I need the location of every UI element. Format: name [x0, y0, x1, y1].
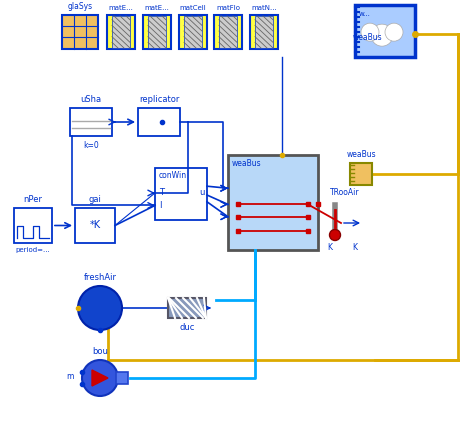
Text: u: u [199, 188, 204, 197]
FancyBboxPatch shape [255, 16, 273, 48]
FancyBboxPatch shape [14, 208, 52, 243]
Text: freshAir: freshAir [84, 273, 116, 282]
FancyBboxPatch shape [148, 16, 166, 48]
Text: *K: *K [90, 220, 101, 231]
Text: matE...: matE... [109, 5, 134, 11]
FancyBboxPatch shape [214, 15, 242, 49]
Text: w...: w... [359, 11, 371, 17]
Circle shape [385, 23, 403, 41]
FancyBboxPatch shape [355, 5, 415, 57]
Text: weaBus: weaBus [346, 150, 376, 159]
Text: period=...: period=... [16, 247, 50, 253]
FancyBboxPatch shape [107, 15, 135, 49]
Text: matN...: matN... [251, 5, 277, 11]
Text: matE...: matE... [145, 5, 170, 11]
Text: TRooAir: TRooAir [330, 188, 359, 197]
FancyBboxPatch shape [250, 15, 278, 49]
Circle shape [361, 23, 379, 41]
Text: bou: bou [92, 347, 108, 356]
Text: matFlo: matFlo [216, 5, 240, 11]
Text: K: K [328, 243, 333, 252]
FancyBboxPatch shape [75, 208, 115, 243]
FancyBboxPatch shape [70, 108, 112, 136]
FancyBboxPatch shape [350, 163, 372, 185]
FancyBboxPatch shape [143, 15, 171, 49]
FancyBboxPatch shape [219, 16, 237, 48]
Text: weaBus: weaBus [232, 159, 261, 168]
Circle shape [82, 360, 118, 396]
Text: replicator: replicator [139, 95, 179, 104]
Circle shape [78, 286, 122, 330]
Text: duc: duc [179, 323, 195, 332]
FancyBboxPatch shape [138, 108, 180, 136]
Text: conWin: conWin [159, 172, 187, 181]
Circle shape [371, 24, 393, 46]
Text: glaSys: glaSys [67, 2, 92, 11]
Text: weaBus: weaBus [353, 32, 383, 41]
FancyBboxPatch shape [168, 298, 206, 318]
Text: nPer: nPer [24, 195, 43, 204]
Text: matCell: matCell [180, 5, 207, 11]
FancyBboxPatch shape [112, 16, 130, 48]
Text: I: I [159, 201, 162, 210]
FancyBboxPatch shape [155, 168, 207, 220]
Text: k=0: k=0 [83, 141, 99, 150]
FancyBboxPatch shape [184, 16, 202, 48]
Text: uSha: uSha [80, 95, 102, 104]
Text: K: K [353, 243, 358, 252]
Text: T: T [159, 188, 164, 197]
FancyBboxPatch shape [116, 372, 128, 384]
Text: gai: gai [89, 195, 102, 204]
Circle shape [329, 229, 340, 241]
FancyBboxPatch shape [228, 155, 318, 250]
FancyBboxPatch shape [62, 15, 98, 49]
FancyBboxPatch shape [179, 15, 207, 49]
Text: m: m [67, 372, 74, 381]
Polygon shape [92, 370, 108, 386]
